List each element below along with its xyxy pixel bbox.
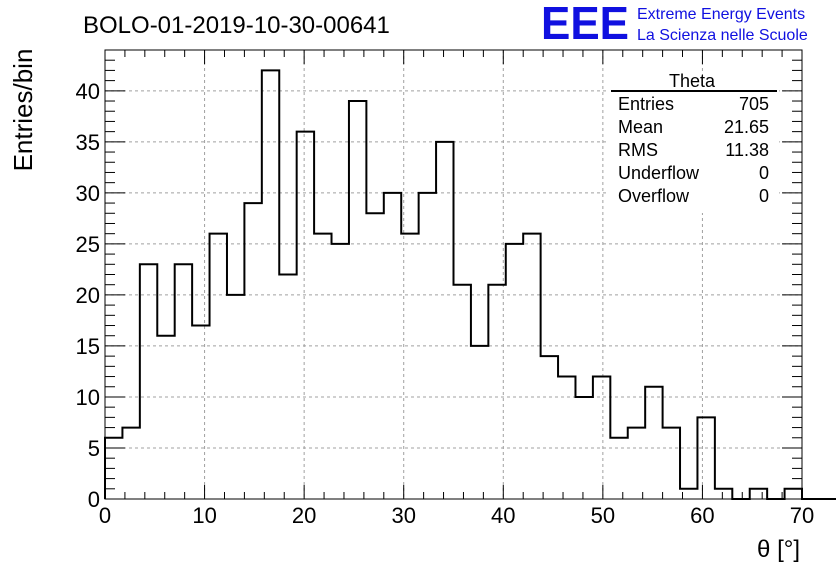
x-tick-label: 50 bbox=[591, 503, 615, 528]
y-tick-label: 35 bbox=[76, 130, 100, 155]
y-axis-label: Entries/bin bbox=[8, 49, 38, 172]
histogram-bin bbox=[697, 417, 714, 499]
stats-value-entries: 705 bbox=[739, 94, 769, 114]
histogram-bin bbox=[122, 428, 139, 499]
y-tick-label: 25 bbox=[76, 232, 100, 257]
histogram-bin bbox=[558, 377, 575, 499]
eee-logo-mark: EEE bbox=[541, 0, 629, 49]
histogram-bin bbox=[750, 489, 767, 499]
y-tick-labels: 0 5 10 15 20 25 30 35 40 bbox=[76, 79, 100, 512]
histogram-bin bbox=[175, 264, 192, 499]
x-tick-labels: 0 10 20 30 40 50 60 70 bbox=[99, 503, 814, 528]
stats-value-mean: 21.65 bbox=[724, 117, 769, 137]
histogram-bin bbox=[663, 428, 680, 499]
stats-label-overflow: Overflow bbox=[618, 186, 690, 206]
histogram-bin bbox=[541, 356, 558, 499]
x-tick-label: 60 bbox=[690, 503, 714, 528]
chart-title: BOLO-01-2019-10-30-00641 bbox=[83, 12, 390, 39]
x-tick-label: 20 bbox=[292, 503, 316, 528]
histogram-bin bbox=[366, 213, 383, 499]
histogram-outline bbox=[104, 69, 836, 500]
histogram-bin bbox=[314, 234, 331, 499]
histogram-bin bbox=[575, 397, 592, 499]
histogram-bin bbox=[454, 285, 471, 499]
stats-box: Theta Entries 705 Mean 21.65 RMS 11.38 U… bbox=[609, 71, 779, 213]
x-tick-label: 0 bbox=[99, 503, 111, 528]
stats-box-background bbox=[609, 79, 779, 213]
histogram-bin bbox=[645, 387, 662, 499]
y-tick-label: 20 bbox=[76, 283, 100, 308]
histogram-bin bbox=[506, 244, 523, 499]
histogram-bin bbox=[715, 489, 732, 499]
histogram-bin bbox=[140, 264, 157, 499]
y-tick-label: 15 bbox=[76, 334, 100, 359]
y-tick-label: 30 bbox=[76, 181, 100, 206]
x-tick-label: 40 bbox=[491, 503, 515, 528]
histogram-bin bbox=[785, 489, 802, 499]
y-tick-label: 40 bbox=[76, 79, 100, 104]
y-tick-label: 5 bbox=[88, 436, 100, 461]
stats-label-mean: Mean bbox=[618, 117, 663, 137]
stats-label-rms: RMS bbox=[618, 140, 658, 160]
histogram-bin bbox=[349, 101, 366, 499]
histogram-bin bbox=[279, 275, 296, 500]
histogram-bin bbox=[157, 336, 174, 499]
eee-logo-line1: Extreme Energy Events bbox=[637, 6, 805, 23]
histogram-bin bbox=[332, 244, 349, 499]
histogram-bin bbox=[210, 234, 227, 499]
y-tick-label: 10 bbox=[76, 385, 100, 410]
eee-logo: EEE Extreme Energy Events La Scienza nel… bbox=[541, 0, 808, 49]
stats-value-overflow: 0 bbox=[759, 186, 769, 206]
histogram-bin bbox=[262, 70, 279, 499]
x-tick-label: 70 bbox=[790, 503, 814, 528]
histogram-bin bbox=[471, 346, 488, 499]
stats-value-rms: 11.38 bbox=[725, 140, 769, 160]
histogram-bin bbox=[436, 142, 453, 499]
stats-label-underflow: Underflow bbox=[618, 163, 700, 183]
stats-label-entries: Entries bbox=[618, 94, 674, 114]
histogram-bin bbox=[523, 234, 540, 499]
x-axis-label: θ [°] bbox=[757, 536, 800, 563]
histogram-bin bbox=[610, 438, 627, 499]
x-tick-label: 10 bbox=[192, 503, 216, 528]
histogram-bin bbox=[227, 295, 244, 499]
histogram-bin bbox=[384, 193, 401, 499]
axis-ticks bbox=[104, 49, 803, 500]
histogram-bin bbox=[244, 203, 261, 499]
histogram-bin bbox=[192, 326, 209, 499]
stats-value-underflow: 0 bbox=[759, 163, 769, 183]
histogram-bin bbox=[297, 132, 314, 499]
histogram-bin bbox=[419, 193, 436, 499]
eee-logo-line2: La Scienza nelle Scuole bbox=[637, 27, 808, 44]
x-tick-label: 30 bbox=[391, 503, 415, 528]
y-tick-label: 0 bbox=[88, 487, 100, 512]
histogram-bin bbox=[628, 428, 645, 499]
histogram-bin bbox=[593, 377, 610, 499]
stats-box-title: Theta bbox=[669, 71, 716, 91]
